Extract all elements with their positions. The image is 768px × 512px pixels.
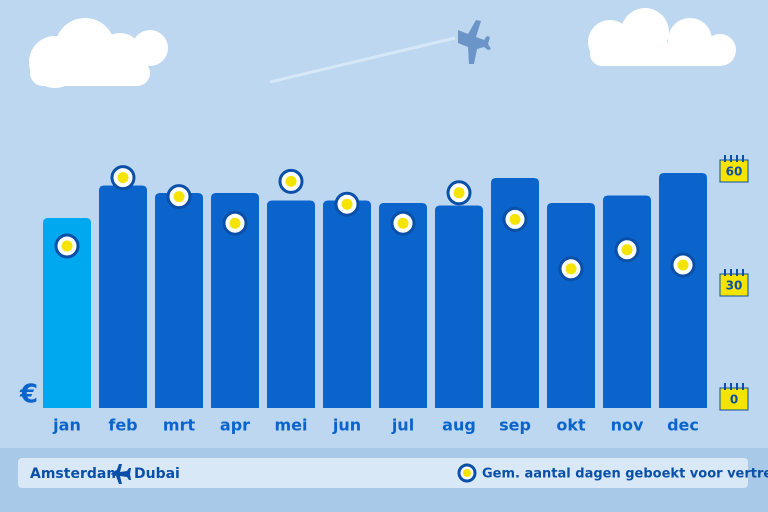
bar <box>155 193 203 408</box>
route-plane <box>110 464 131 484</box>
marker-dot <box>341 198 353 210</box>
calendar-ring <box>742 269 744 276</box>
marker-dot <box>453 187 465 199</box>
x-tick-label: mrt <box>163 416 196 435</box>
x-tick-label: aug <box>442 416 476 435</box>
calendar-ring <box>736 155 738 162</box>
route-to: Dubai <box>134 466 180 482</box>
legend-box <box>18 458 748 488</box>
marker-dot <box>173 191 185 203</box>
bar <box>547 203 595 408</box>
y2-tick-label: 60 <box>726 165 743 179</box>
calendar-ring <box>730 155 732 162</box>
marker-dot <box>285 175 297 187</box>
y-axis-label: € <box>19 380 38 410</box>
bar <box>211 193 259 408</box>
bar <box>379 203 427 408</box>
x-tick-label: okt <box>556 416 586 435</box>
x-tick-label: feb <box>108 416 137 435</box>
plane <box>458 20 491 64</box>
y2-tick-icon <box>719 273 749 297</box>
cloud <box>29 18 168 88</box>
calendar-ring <box>724 269 726 276</box>
x-tick-label: nov <box>611 416 644 435</box>
route-from: Amsterdam <box>30 466 121 482</box>
x-tick-label: sep <box>499 416 531 435</box>
y2-tick-icon <box>719 387 749 411</box>
contrail <box>269 36 456 84</box>
y2-tick-icon <box>719 159 749 183</box>
y2-tick-label: 30 <box>726 279 743 293</box>
bar <box>603 195 651 408</box>
calendar-ring <box>742 383 744 390</box>
x-tick-label: apr <box>220 416 250 435</box>
calendar-ring <box>736 269 738 276</box>
bar <box>323 200 371 408</box>
calendar-ring <box>730 269 732 276</box>
bar <box>491 178 539 408</box>
legend-marker-dot <box>463 469 471 477</box>
marker-dot <box>397 217 409 229</box>
bar <box>99 185 147 408</box>
calendar-ring <box>730 383 732 390</box>
marker-dot <box>509 213 521 225</box>
bar <box>659 173 707 408</box>
marker-dot <box>117 172 129 184</box>
x-tick-label: jun <box>332 416 361 435</box>
marker-dot <box>621 244 633 256</box>
cloud <box>588 8 736 66</box>
x-tick-label: jul <box>391 416 414 435</box>
legend-label: Gem. aantal dagen geboekt voor vertrek <box>482 467 768 482</box>
marker-dot <box>677 259 689 271</box>
y2-tick-label: 0 <box>730 393 738 407</box>
x-tick-label: mei <box>274 416 307 435</box>
marker-dot <box>565 263 577 275</box>
calendar-ring <box>724 383 726 390</box>
calendar-ring <box>742 155 744 162</box>
bar <box>267 200 315 408</box>
x-tick-label: jan <box>52 416 81 435</box>
bar <box>43 218 91 408</box>
calendar-ring <box>736 383 738 390</box>
calendar-ring <box>724 155 726 162</box>
x-tick-label: dec <box>667 416 699 435</box>
bar <box>435 205 483 408</box>
marker-dot <box>61 240 73 252</box>
marker-dot <box>229 217 241 229</box>
